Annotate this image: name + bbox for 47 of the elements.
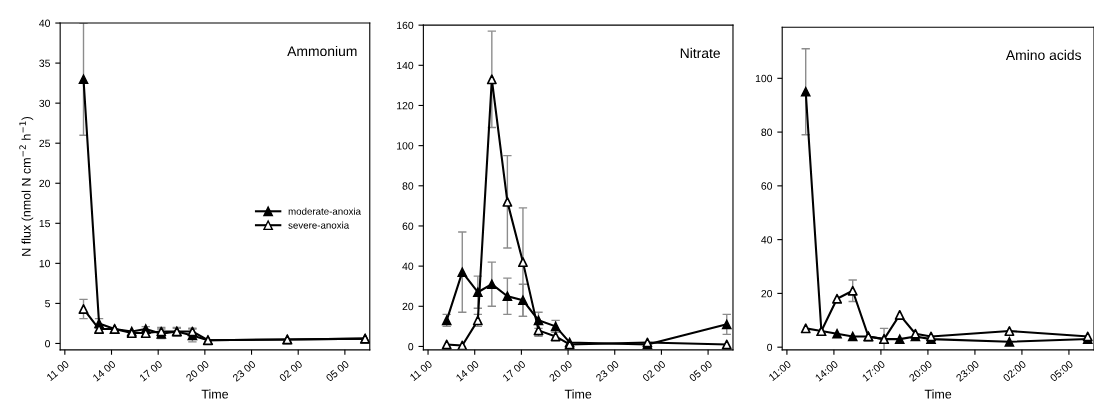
x-tick-label: 17 00	[502, 360, 526, 382]
text: Nitrate	[680, 47, 720, 59]
text: Ammonium	[287, 45, 357, 57]
y-tick-label: 40	[39, 19, 51, 27]
y-tick-label: 35	[39, 59, 51, 67]
x-tick-label: 11 00	[409, 360, 433, 382]
y-tick-label: 100	[397, 142, 414, 150]
y-tick-label: 10	[39, 259, 51, 268]
y-tick-label: 20	[39, 179, 51, 188]
y-tick-label: 40	[761, 236, 773, 244]
x-axis-title: Time	[564, 389, 592, 399]
x-tick-label: 20 00	[548, 360, 573, 382]
x-tick-label: 14 00	[455, 360, 480, 382]
y-axis-title: N flux (nmol N cm$^{−2}$ h$^{−1}$)	[19, 116, 34, 256]
y-tick-label: 100	[755, 74, 773, 83]
y-tick-label: 60	[761, 182, 773, 190]
x-tick-label: 02 00	[641, 360, 667, 382]
y-tick-label: 25	[39, 139, 51, 148]
x-tick-label: 05 00	[688, 360, 713, 382]
y-tick-label: 15	[39, 219, 51, 228]
y-tick-label: 120	[397, 101, 414, 110]
x-tick-label: 17 00	[139, 360, 163, 382]
x-tick-label: 02 00	[278, 360, 303, 382]
y-tick-label: 160	[397, 21, 414, 30]
y-tick-label: 30	[39, 99, 51, 108]
x-axis-title: Time	[924, 389, 952, 399]
legend-label: moderate-anoxia	[288, 207, 362, 215]
legend-label: severe-anoxia	[288, 221, 350, 229]
y-tick-label: 80	[402, 182, 414, 190]
y-tick-label: 0	[45, 339, 51, 348]
y-tick-label: 40	[402, 262, 414, 270]
y-tick-label: 60	[402, 222, 414, 230]
y-tick-label: 20	[402, 302, 414, 311]
y-tick-label: 20	[761, 289, 773, 298]
x-tick-label: 23 00	[595, 360, 620, 382]
x-tick-label: 23 00	[232, 360, 257, 382]
x-tick-label: 11 00	[46, 360, 70, 382]
y-tick-label: 0	[408, 342, 414, 351]
x-tick-label: 05 00	[325, 360, 350, 382]
y-tick-label: 140	[397, 61, 414, 70]
x-tick-label: 20 00	[185, 360, 210, 382]
x-axis-title: Time	[201, 389, 229, 399]
x-tick-label: 14 00	[92, 360, 117, 382]
text: Amino acids	[1005, 49, 1082, 61]
y-tick-label: 0	[767, 343, 773, 352]
y-tick-label: 5	[45, 300, 51, 308]
y-tick-label: 80	[761, 128, 773, 136]
